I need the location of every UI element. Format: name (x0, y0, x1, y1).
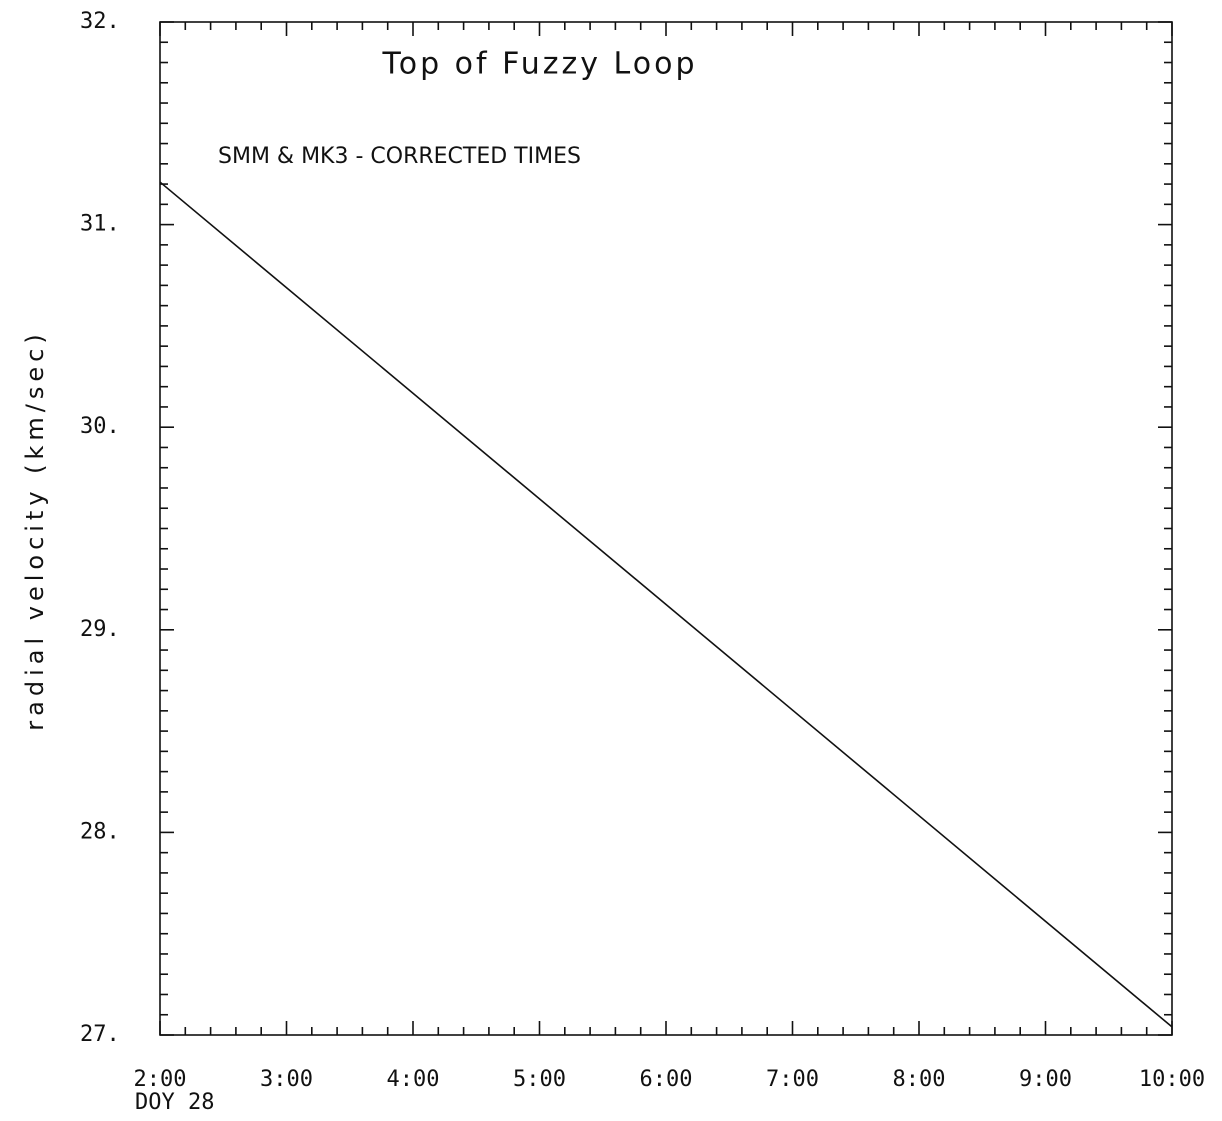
x-sublabel: DOY 28 (135, 1090, 214, 1115)
x-tick-label: 2:00 (134, 1067, 187, 1092)
plot-frame (159, 21, 1173, 1036)
x-tick-label: 7:00 (766, 1067, 819, 1092)
x-tick-label: 4:00 (387, 1067, 440, 1092)
y-tick-label: 29. (80, 617, 120, 642)
annotation: SMM & MK3 - CORRECTED TIMES (218, 144, 581, 169)
y-tick-label: 28. (80, 819, 120, 844)
x-tick-label: 9:00 (1019, 1067, 1072, 1092)
x-tick-label: 3:00 (260, 1067, 313, 1092)
x-tick-label: 8:00 (893, 1067, 946, 1092)
x-tick-label: 10:00 (1139, 1067, 1205, 1092)
y-axis-label: radial velocity (km/sec) (21, 329, 49, 730)
chart-title: Top of Fuzzy Loop (382, 47, 698, 82)
y-tick-label: 31. (80, 212, 120, 237)
y-tick-label: 32. (80, 9, 120, 34)
data-line (159, 181, 1173, 1028)
x-tick-label: 6:00 (640, 1067, 693, 1092)
y-tick-label: 27. (80, 1022, 120, 1047)
x-tick-label: 5:00 (513, 1067, 566, 1092)
y-tick-label: 30. (80, 414, 120, 439)
